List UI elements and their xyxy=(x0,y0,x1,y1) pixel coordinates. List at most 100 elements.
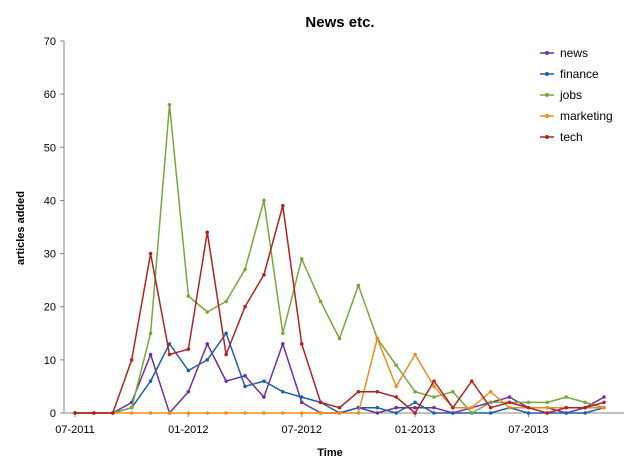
data-point-news xyxy=(394,405,398,410)
data-point-finance xyxy=(375,405,380,410)
data-point-finance xyxy=(394,411,398,415)
data-point-finance xyxy=(262,379,266,383)
data-point-news xyxy=(205,342,210,346)
data-point-news xyxy=(243,374,247,378)
data-point-finance xyxy=(299,395,304,399)
legend-marker xyxy=(545,93,549,97)
data-point-jobs xyxy=(148,331,153,336)
data-point-jobs xyxy=(337,336,342,341)
y-tick-label: 30 xyxy=(44,249,56,261)
series-jobs xyxy=(73,102,606,415)
data-point-jobs xyxy=(488,400,493,405)
data-point-jobs xyxy=(432,395,436,399)
data-point-tech xyxy=(488,405,493,410)
x-tick-label: 07-2013 xyxy=(508,424,548,436)
y-tick-label: 40 xyxy=(44,195,56,207)
data-point-tech xyxy=(299,342,304,346)
legend-label: tech xyxy=(560,130,583,144)
data-point-tech xyxy=(205,230,210,235)
data-point-news xyxy=(224,379,228,383)
legend: news finance jobs marketing tech xyxy=(540,46,613,144)
data-point-jobs xyxy=(318,299,323,304)
data-point-news xyxy=(413,405,417,410)
data-point-finance xyxy=(583,411,587,415)
data-point-news xyxy=(507,395,512,399)
data-point-tech xyxy=(186,347,191,352)
data-point-tech xyxy=(507,400,512,405)
data-point-finance xyxy=(186,368,191,373)
series-layer xyxy=(73,102,606,415)
x-axis-label: Time xyxy=(317,447,342,459)
data-point-news xyxy=(186,389,191,394)
data-point-tech xyxy=(243,304,247,309)
data-point-marketing xyxy=(375,336,380,341)
data-point-finance xyxy=(451,411,455,415)
data-point-jobs xyxy=(224,299,228,304)
data-point-tech xyxy=(148,251,153,256)
series-tech xyxy=(73,203,606,415)
x-tick-label: 01-2012 xyxy=(168,424,208,436)
data-point-jobs xyxy=(129,405,134,410)
data-point-marketing xyxy=(299,411,304,415)
legend-item-marketing: marketing xyxy=(540,109,613,123)
legend-label: finance xyxy=(560,67,599,81)
data-point-tech xyxy=(167,352,172,357)
data-point-marketing xyxy=(488,389,493,394)
data-point-finance xyxy=(281,389,285,394)
data-point-marketing xyxy=(129,411,134,415)
legend-label: news xyxy=(560,46,588,60)
axes: 0 10 20 30 40 50 60 70 07-2011 01-2012 07-2012 01-2… xyxy=(44,36,624,436)
data-point-marketing xyxy=(413,352,417,357)
data-point-jobs xyxy=(205,310,210,314)
legend-label: jobs xyxy=(559,88,582,102)
data-point-tech xyxy=(337,405,342,410)
data-point-tech xyxy=(602,400,606,405)
data-point-finance xyxy=(243,384,247,389)
data-point-tech xyxy=(394,395,398,399)
data-point-jobs xyxy=(281,331,285,336)
data-point-tech xyxy=(451,405,455,410)
data-point-jobs xyxy=(243,267,247,272)
y-axis-label: articles added xyxy=(15,191,27,265)
data-point-tech xyxy=(432,379,436,383)
y-tick-label: 60 xyxy=(44,89,56,101)
data-point-jobs xyxy=(299,257,304,261)
data-point-tech xyxy=(73,411,77,415)
data-point-tech xyxy=(129,358,134,362)
data-point-finance xyxy=(413,400,417,405)
data-point-marketing xyxy=(262,411,266,415)
data-point-jobs xyxy=(545,400,550,405)
series-news xyxy=(73,342,606,415)
data-point-tech xyxy=(545,411,550,415)
data-point-news xyxy=(281,342,285,346)
data-point-jobs xyxy=(356,283,361,288)
data-point-marketing xyxy=(281,411,285,415)
data-point-finance xyxy=(224,331,228,336)
data-point-marketing xyxy=(507,405,512,410)
data-point-jobs xyxy=(526,400,531,405)
data-point-jobs xyxy=(394,363,398,367)
data-point-tech xyxy=(375,389,380,394)
x-tick-label: 07-2011 xyxy=(55,424,95,436)
data-point-finance xyxy=(564,411,569,415)
data-point-finance xyxy=(488,411,493,415)
y-tick-label: 20 xyxy=(44,302,56,314)
legend-item-news: news xyxy=(540,46,588,60)
data-point-jobs xyxy=(262,198,266,203)
data-point-marketing xyxy=(318,411,323,415)
x-tick-label: 01-2013 xyxy=(395,424,435,436)
data-point-finance xyxy=(167,342,172,346)
y-tick-label: 0 xyxy=(50,408,56,420)
data-point-jobs xyxy=(451,389,455,394)
data-point-marketing xyxy=(186,411,191,415)
data-point-tech xyxy=(526,405,531,410)
data-point-tech xyxy=(224,352,228,357)
data-point-finance xyxy=(205,358,210,362)
legend-label: marketing xyxy=(560,109,613,123)
data-point-marketing xyxy=(602,405,606,410)
data-point-tech xyxy=(564,405,569,410)
series-line-finance xyxy=(75,332,605,414)
legend-item-tech: tech xyxy=(540,130,583,144)
data-point-tech xyxy=(262,273,266,277)
data-point-finance xyxy=(432,411,436,415)
